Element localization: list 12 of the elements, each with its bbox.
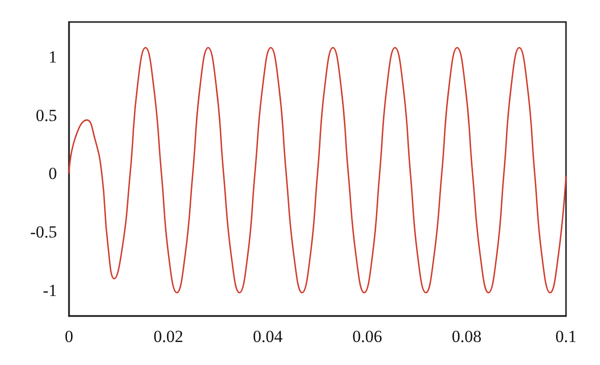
y-tick-label: 0.5 xyxy=(36,106,57,125)
x-tick-label: 0.06 xyxy=(352,327,382,346)
y-tick-label: -0.5 xyxy=(30,222,57,242)
x-tick-label: 0.04 xyxy=(252,327,284,346)
x-tick-label: 0.1 xyxy=(555,327,577,346)
y-tick-label: 1 xyxy=(48,48,57,66)
x-tick-label: 0.08 xyxy=(452,327,482,346)
y-tick-label: 0 xyxy=(48,164,57,184)
x-tick-label: 0.02 xyxy=(154,327,184,346)
x-tick-label: 0 xyxy=(64,327,74,346)
y-tick-label: -1 xyxy=(42,280,57,300)
line-series xyxy=(68,46,567,294)
